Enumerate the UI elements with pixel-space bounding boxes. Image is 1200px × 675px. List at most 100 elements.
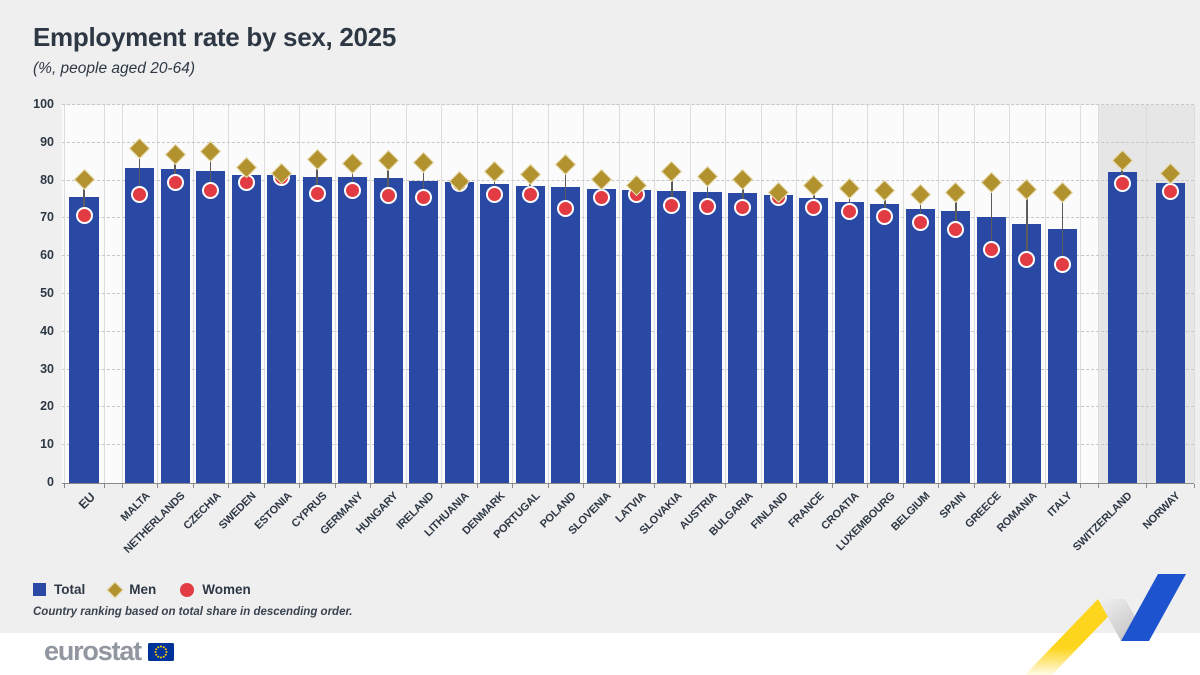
axis-tick <box>547 484 549 488</box>
marker-connector <box>209 151 212 191</box>
horizontal-gridline <box>62 141 1194 143</box>
marker-connector <box>138 148 141 195</box>
x-label: EU <box>76 490 98 512</box>
vertical-gridline <box>228 105 230 483</box>
vertical-gridline <box>1044 105 1046 483</box>
vertical-gridline <box>192 105 194 483</box>
women-marker <box>308 185 326 203</box>
axis-tick <box>760 484 762 488</box>
marker-connector <box>990 182 993 249</box>
vertical-gridline <box>831 105 833 483</box>
vertical-gridline <box>370 105 372 483</box>
marker-connector <box>387 160 389 196</box>
vertical-gridline <box>725 105 727 483</box>
women-marker <box>486 185 504 203</box>
total-bar <box>125 167 155 483</box>
eurostat-logo: eurostat <box>44 636 174 667</box>
total-bar <box>515 185 545 483</box>
y-tick-label: 10 <box>40 437 54 452</box>
total-bar <box>586 188 616 483</box>
marker-connector <box>919 194 922 223</box>
vertical-gridline <box>334 105 336 483</box>
total-bar <box>976 216 1006 483</box>
vertical-gridline <box>689 105 691 483</box>
decorative-zigzag <box>1024 574 1186 675</box>
y-tick-label: 90 <box>40 134 54 149</box>
y-tick-label: 0 <box>47 475 54 489</box>
marker-connector <box>1026 189 1028 260</box>
total-bar <box>196 171 226 483</box>
vertical-gridline <box>64 105 65 483</box>
total-bar <box>444 182 474 483</box>
axis-tick <box>441 484 443 488</box>
marker-connector <box>1121 160 1123 184</box>
horizontal-gridline <box>62 179 1194 181</box>
axis-tick <box>1146 484 1147 488</box>
axis-tick <box>583 484 585 488</box>
total-bar <box>692 192 722 483</box>
axis-tick <box>1194 484 1195 488</box>
vertical-gridline <box>796 105 798 483</box>
marker-connector <box>351 163 354 191</box>
vertical-gridline <box>1194 105 1195 483</box>
y-tick-label: 60 <box>40 248 54 263</box>
chart-title: Employment rate by sex, 2025 <box>33 22 397 52</box>
total-swatch-icon <box>33 583 46 596</box>
axis-tick <box>64 484 65 488</box>
axis-tick <box>104 484 105 488</box>
women-marker <box>557 200 575 218</box>
men-swatch-icon <box>106 581 124 598</box>
marker-connector <box>671 171 673 206</box>
marker-connector <box>848 188 851 212</box>
total-bar <box>657 190 687 483</box>
women-marker <box>344 182 362 200</box>
women-marker <box>379 187 397 205</box>
zigzag-blue-band <box>1121 574 1186 641</box>
vertical-gridline <box>104 105 105 483</box>
women-marker <box>911 213 929 231</box>
women-marker <box>75 206 93 224</box>
marker-connector <box>422 162 425 198</box>
vertical-gridline <box>547 105 549 483</box>
y-tick-label: 30 <box>40 361 54 376</box>
women-marker <box>1113 174 1131 192</box>
vertical-gridline <box>583 105 585 483</box>
vertical-gridline <box>902 105 904 483</box>
vertical-gridline <box>441 105 443 483</box>
marker-connector <box>174 154 176 183</box>
axis-tick <box>334 484 336 488</box>
axis-tick <box>512 484 514 488</box>
women-marker <box>840 203 858 221</box>
vertical-gridline <box>938 105 940 483</box>
total-bar <box>480 184 510 483</box>
vertical-gridline <box>157 105 159 483</box>
footer-bar: eurostat <box>0 633 1200 675</box>
axis-tick <box>157 484 159 488</box>
legend-label-women: Women <box>202 582 251 597</box>
vertical-gridline <box>512 105 514 483</box>
women-marker <box>1053 256 1071 274</box>
vertical-gridline <box>299 105 301 483</box>
marker-connector <box>493 171 496 195</box>
axis-tick <box>228 484 230 488</box>
vertical-gridline <box>476 105 478 483</box>
axis-tick <box>370 484 372 488</box>
total-bar <box>1107 172 1137 483</box>
y-tick-label: 40 <box>40 323 54 338</box>
axis-tick <box>938 484 940 488</box>
women-marker <box>734 199 752 217</box>
women-marker <box>202 181 220 199</box>
marker-connector <box>955 192 957 230</box>
y-tick-label: 70 <box>40 210 54 225</box>
women-marker <box>876 208 894 226</box>
total-bar <box>870 204 900 483</box>
total-bar <box>69 196 99 483</box>
axis-tick <box>263 484 265 488</box>
women-marker <box>1018 251 1036 269</box>
legend-item-total: Total <box>33 582 85 597</box>
axis-tick <box>1098 484 1099 488</box>
total-bar <box>409 181 439 483</box>
axis-tick <box>689 484 691 488</box>
horizontal-gridline <box>62 104 1194 105</box>
